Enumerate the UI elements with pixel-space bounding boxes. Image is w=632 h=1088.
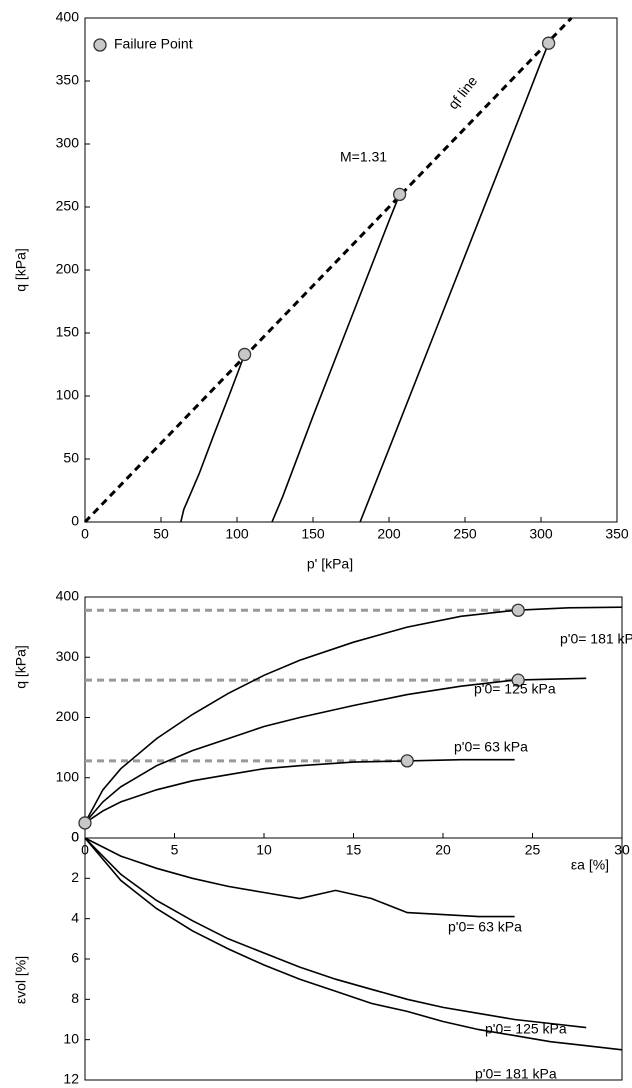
annotation: p'0= 181 kPa (560, 631, 632, 647)
data-line (84, 837, 515, 918)
y-tick-label: 150 (56, 324, 80, 340)
annotation: M=1.31 (340, 149, 387, 165)
x-tick-label: 5 (171, 842, 179, 858)
failure-point (511, 603, 525, 617)
data-line (84, 606, 623, 824)
y-tick-label: 8 (71, 990, 79, 1006)
y-tick-label: 300 (56, 135, 80, 151)
data-line (84, 837, 587, 1029)
y-tick-label: 400 (56, 588, 80, 604)
y-axis-title: εvol [%] (13, 956, 29, 1004)
plot-frame (84, 596, 623, 839)
data-line (83, 16, 573, 524)
y-tick-label: 50 (63, 450, 79, 466)
legend-label: Failure Point (114, 36, 193, 52)
x-tick-label: 350 (605, 526, 629, 542)
annotation: p'0= 125 kPa (485, 1021, 567, 1037)
failure-point (78, 816, 92, 830)
annotation: p'0= 63 kPa (448, 919, 522, 935)
y-tick-label: 200 (56, 708, 80, 724)
y-tick-label: 12 (63, 1071, 79, 1087)
x-tick-label: 0 (81, 526, 89, 542)
data-line (84, 837, 623, 1051)
x-tick-label: 100 (225, 526, 249, 542)
data-line (84, 677, 587, 824)
failure-point (237, 347, 252, 362)
x-axis-title: p' [kPa] (307, 556, 353, 572)
plot-frame (84, 837, 623, 1081)
y-tick-label: 300 (56, 648, 80, 664)
x-tick-label: 20 (435, 842, 451, 858)
y-tick-label: 100 (56, 387, 80, 403)
x-tick-label: 25 (525, 842, 541, 858)
annotation: qf line (445, 73, 481, 112)
annotation: p'0= 181 kPa (475, 1066, 557, 1082)
y-tick-label: 200 (56, 261, 80, 277)
failure-point (392, 187, 407, 202)
y-axis-title: q [kPa] (13, 645, 29, 689)
y-tick-label: 350 (56, 72, 80, 88)
legend-marker (93, 38, 107, 52)
y-tick-label: 10 (63, 1030, 79, 1046)
x-tick-label: 300 (529, 526, 553, 542)
failure-point (400, 754, 414, 768)
annotation: p'0= 125 kPa (474, 681, 556, 697)
y-tick-label: 400 (56, 9, 80, 25)
x-tick-label: 50 (153, 526, 169, 542)
y-tick-label: 0 (71, 513, 79, 529)
x-tick-label: 250 (453, 526, 477, 542)
y-tick-label: 250 (56, 198, 80, 214)
y-tick-label: 100 (56, 768, 80, 784)
y-tick-label: 4 (71, 909, 79, 925)
y-axis-title: q [kPa] (13, 248, 29, 292)
x-axis-title: εa [%] (571, 857, 609, 873)
y-tick-label: 0 (71, 829, 79, 845)
x-tick-label: 150 (301, 526, 325, 542)
data-line (271, 194, 401, 523)
x-tick-label: 10 (256, 842, 272, 858)
failure-point (511, 673, 525, 687)
annotation: p'0= 63 kPa (454, 739, 528, 755)
y-tick-label: 2 (71, 869, 79, 885)
y-tick-label: 0 (71, 829, 79, 845)
failure-point (541, 36, 556, 50)
plot-frame (84, 17, 618, 523)
data-line (84, 758, 515, 824)
y-tick-label: 6 (71, 950, 79, 966)
x-tick-label: 200 (377, 526, 401, 542)
data-line (359, 42, 550, 523)
data-line (180, 354, 246, 523)
x-tick-label: 15 (346, 842, 362, 858)
